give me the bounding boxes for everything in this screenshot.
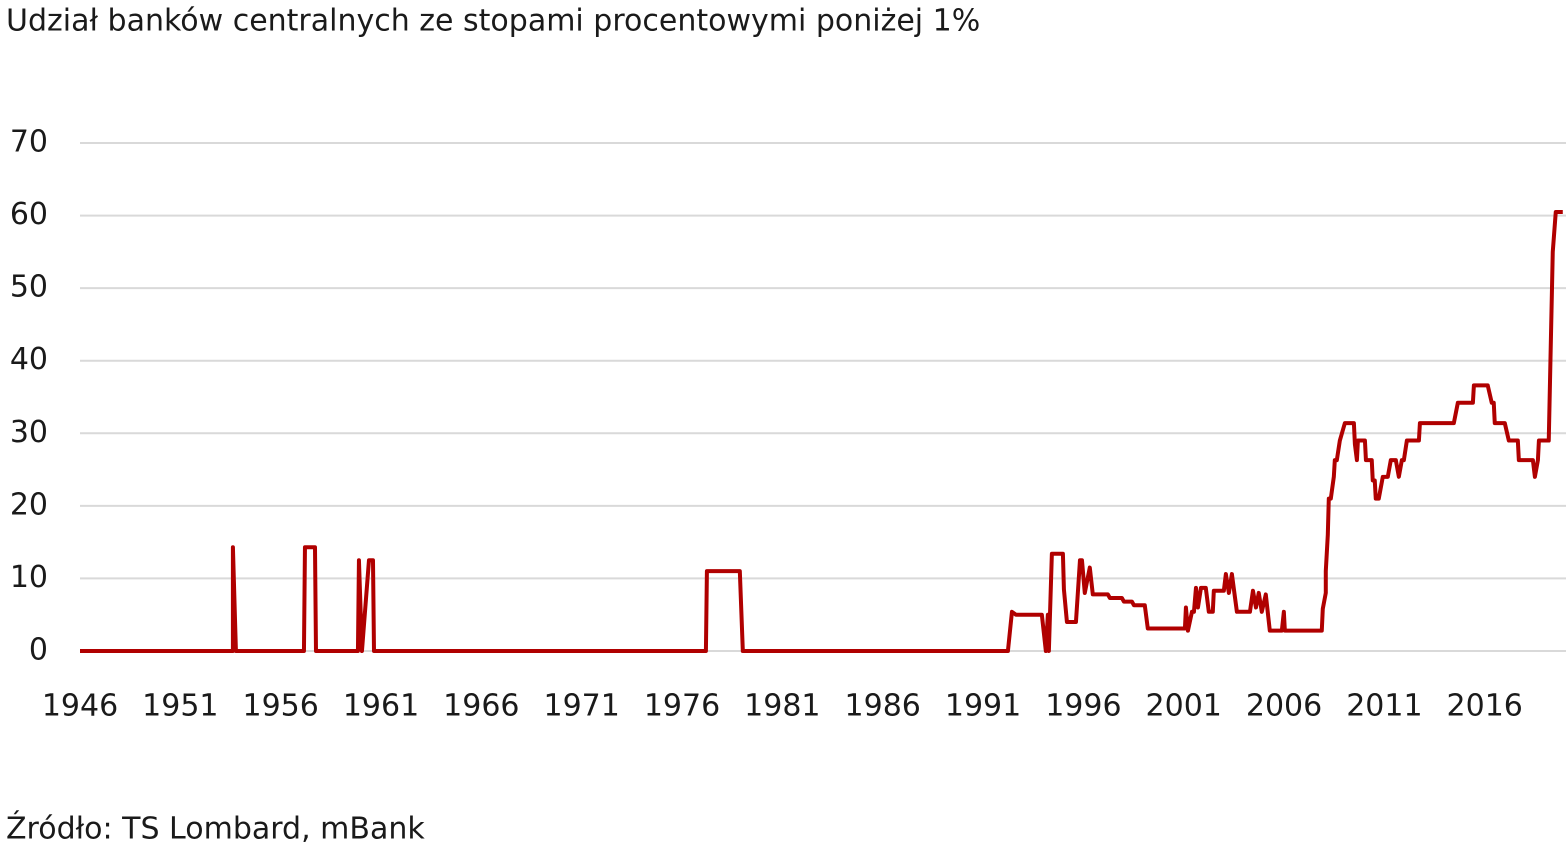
x-tick-label: 1996 [1045,689,1121,724]
x-tick-label: 1986 [845,689,921,724]
x-tick-label: 1991 [945,689,1021,724]
x-tick-label: 2016 [1447,689,1523,724]
source-note: Źródło: TS Lombard, mBank [6,811,425,847]
x-tick-label: 1976 [644,689,720,724]
y-tick-label: 20 [10,487,48,522]
x-tick-label: 2001 [1146,689,1222,724]
x-tick-label: 2006 [1246,689,1322,724]
x-tick-label: 1961 [343,689,419,724]
x-tick-label: 1946 [42,689,118,724]
x-tick-label: 1971 [544,689,620,724]
data-line [80,209,1563,653]
chart-title: Udział banków centralnych ze stopami pro… [6,4,980,39]
y-tick-label: 30 [10,415,48,450]
y-tick-label: 50 [10,270,48,305]
y-tick-label: 60 [10,197,48,232]
x-tick-label: 1981 [744,689,820,724]
x-tick-label: 1966 [443,689,519,724]
x-tick-label: 2011 [1346,689,1422,724]
y-tick-label: 10 [10,560,48,595]
y-tick-label: 0 [29,633,48,668]
y-tick-label: 40 [10,342,48,377]
y-tick-label: 70 [10,125,48,160]
x-tick-label: 1956 [242,689,318,724]
x-tick-label: 1951 [142,689,218,724]
